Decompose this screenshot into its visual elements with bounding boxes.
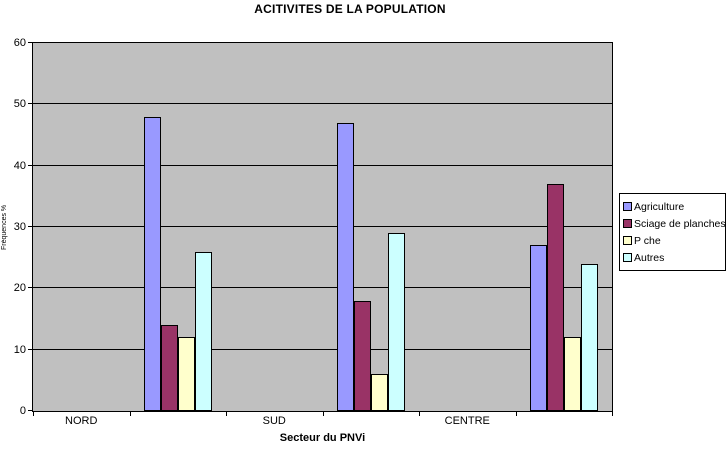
y-tick-label-40: 40 xyxy=(13,159,26,172)
x-label-sud: SUD xyxy=(262,415,286,427)
y-tick-30 xyxy=(28,226,32,227)
y-tick-label-0: 0 xyxy=(19,405,26,417)
x-tick-6 xyxy=(612,412,613,416)
x-tick-1 xyxy=(130,412,131,416)
plot-area xyxy=(32,42,613,412)
gridline-30 xyxy=(33,226,612,227)
bar-sciage-de-planches-nord xyxy=(160,325,178,411)
bar-autres-sud xyxy=(387,233,405,411)
legend-label-autres: Autres xyxy=(634,251,665,264)
y-tick-50 xyxy=(28,103,32,105)
y-tick-label-10: 10 xyxy=(13,343,26,356)
gridline-50 xyxy=(33,103,612,105)
legend-swatch-autres xyxy=(623,253,632,262)
legend-item-agriculture: Agriculture xyxy=(623,198,723,215)
legend-item-sciage-de-planches: Sciage de planches xyxy=(623,215,726,232)
legend-item-p-che: P che xyxy=(623,232,723,249)
x-tick-5 xyxy=(516,412,517,416)
y-tick-10 xyxy=(28,348,32,350)
y-tick-label-50: 50 xyxy=(13,98,26,111)
y-tick-20 xyxy=(28,287,32,289)
y-tick-40 xyxy=(28,164,32,166)
gridline-10 xyxy=(33,348,612,350)
x-tick-3 xyxy=(323,412,324,416)
legend-swatch-sciage-de-planches xyxy=(623,219,632,228)
bar-p-che-nord xyxy=(177,337,195,411)
bar-sciage-de-planches-sud xyxy=(353,301,371,411)
x-label-nord: NORD xyxy=(65,415,98,427)
legend-swatch-p-che xyxy=(623,236,632,245)
bar-autres-nord xyxy=(194,252,212,411)
x-tick-4 xyxy=(419,412,420,416)
y-tick-label-60: 60 xyxy=(13,37,26,49)
y-tick-60 xyxy=(28,42,32,43)
gridline-20 xyxy=(33,287,612,289)
bar-sciage-de-planches-centre xyxy=(546,184,564,411)
bar-autres-centre xyxy=(580,264,598,411)
legend-label-sciage-de-planches: Sciage de planches xyxy=(634,217,726,230)
legend-label-p-che: P che xyxy=(634,234,661,247)
bar-agriculture-centre xyxy=(529,245,547,411)
legend: Agriculture Sciage de planches P che Autres xyxy=(619,193,726,271)
bar-agriculture-sud xyxy=(336,123,354,411)
legend-swatch-agriculture xyxy=(623,202,632,211)
bar-p-che-centre xyxy=(563,337,581,411)
x-label-centre: CENTRE xyxy=(444,415,490,427)
y-tick-label-30: 30 xyxy=(13,221,26,233)
bar-p-che-sud xyxy=(370,374,388,411)
x-tick-2 xyxy=(226,412,227,416)
x-axis-title: Secteur du PNVi xyxy=(279,432,366,444)
legend-item-autres: Autres xyxy=(623,249,723,266)
legend-label-agriculture: Agriculture xyxy=(634,200,685,213)
y-tick-label-20: 20 xyxy=(13,282,26,295)
y-tick-0 xyxy=(28,410,32,411)
gridline-40 xyxy=(33,164,612,166)
x-tick-0 xyxy=(33,412,34,416)
chart-title: ACITIVITES DE LA POPULATION xyxy=(254,2,446,16)
bar-agriculture-nord xyxy=(143,117,161,411)
